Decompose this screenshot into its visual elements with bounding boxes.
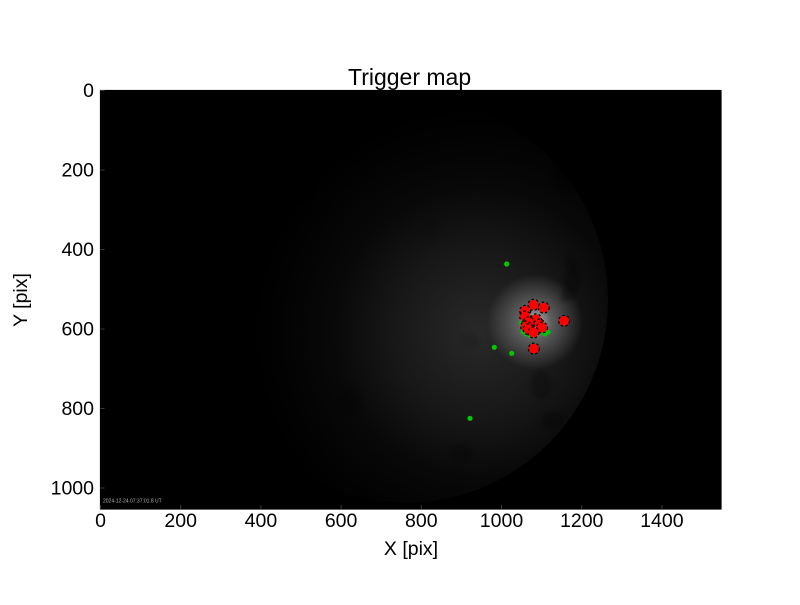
svg-text:600: 600	[61, 319, 94, 341]
svg-text:600: 600	[325, 510, 358, 532]
svg-text:400: 400	[245, 510, 278, 532]
svg-text:800: 800	[61, 398, 94, 420]
svg-text:0: 0	[83, 80, 94, 102]
svg-text:1200: 1200	[560, 510, 604, 532]
svg-text:200: 200	[164, 510, 197, 532]
svg-text:200: 200	[61, 160, 94, 182]
svg-text:1000: 1000	[480, 510, 524, 532]
svg-text:1000: 1000	[51, 478, 95, 500]
svg-text:0: 0	[95, 510, 106, 532]
svg-text:Y [pix]: Y [pix]	[10, 273, 32, 327]
svg-text:Trigger map: Trigger map	[348, 64, 471, 90]
svg-text:800: 800	[405, 510, 438, 532]
svg-text:1400: 1400	[640, 510, 684, 532]
svg-text:2024-12-24 07:37:01.8 UT: 2024-12-24 07:37:01.8 UT	[103, 499, 162, 505]
svg-text:X [pix]: X [pix]	[384, 538, 438, 560]
svg-text:400: 400	[61, 239, 94, 261]
